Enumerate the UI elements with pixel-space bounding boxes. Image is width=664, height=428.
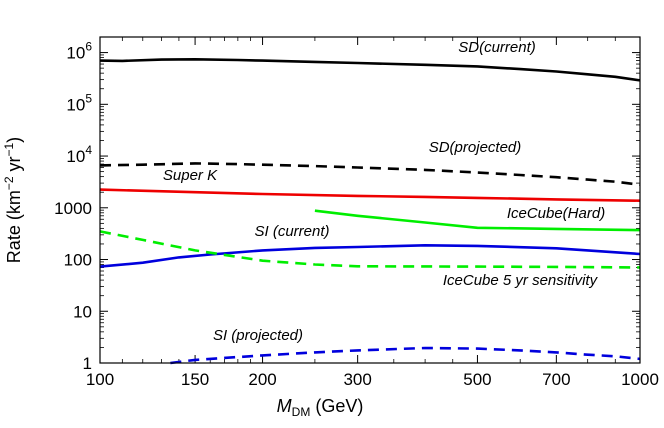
y-tick-label: 100: [64, 251, 92, 270]
x-axis-title-sub: DM: [292, 405, 311, 419]
annotation-icecube-hard: IceCube(Hard): [507, 205, 605, 222]
x-axis-title: MDM (GeV): [277, 396, 364, 419]
y-tick-label: 1: [83, 354, 92, 373]
y-tick-label: 106: [66, 40, 92, 63]
annotation-icecube-5yr: IceCube 5 yr sensitivity: [443, 272, 599, 289]
series-line-si-current: [99, 244, 641, 268]
series-line-icecube-hard: [314, 209, 641, 232]
y-tick-label: 105: [66, 91, 92, 114]
x-tick-label: 100: [86, 370, 114, 389]
series-line-super-k: [99, 188, 641, 202]
series-line-sd-current: [99, 58, 641, 82]
y-axis-title-exp2: −1: [2, 142, 16, 156]
x-tick-label: 300: [343, 370, 371, 389]
x-tick-label: 500: [463, 370, 491, 389]
x-axis-title-unit: (GeV): [310, 396, 363, 416]
y-axis-title-mid: yr: [4, 156, 24, 176]
x-axis-title-main: M: [277, 396, 292, 416]
series-line-icecube-5-yr-sensitivity: [99, 230, 641, 269]
annotation-si-projected: SI (projected): [213, 327, 303, 344]
y-tick-label: 10: [73, 302, 92, 321]
y-tick-label: 1000: [54, 199, 92, 218]
annotation-sd-current: SD(current): [458, 39, 536, 56]
annotation-si-current: SI (current): [254, 223, 329, 240]
plot-frame: [99, 36, 641, 364]
y-axis-title-end: ): [4, 137, 24, 143]
chart-series: [99, 58, 641, 365]
series-line-sd-projected: [99, 162, 641, 186]
chart-labels: 100 150 200 300 500 700 1000 1 10 100 1000 104 105 10…: [54, 40, 659, 389]
x-tick-label: 700: [542, 370, 570, 389]
y-axis-title: Rate (km−2 yr−1): [2, 137, 24, 263]
y-axis-title-exp1: −2: [2, 176, 16, 190]
y-tick-label: 104: [66, 143, 92, 166]
annotation-sd-projected: SD(projected): [429, 139, 522, 156]
x-tick-label: 1000: [621, 370, 659, 389]
series-line-si-projected: [170, 346, 641, 365]
x-tick-label: 150: [181, 370, 209, 389]
y-axis-title-text: Rate (km: [4, 190, 24, 263]
chart-annotations: SD(current) SD(projected) Super K IceCube(H…: [163, 39, 605, 344]
x-tick-label: 200: [248, 370, 276, 389]
annotation-super-k: Super K: [163, 167, 218, 184]
